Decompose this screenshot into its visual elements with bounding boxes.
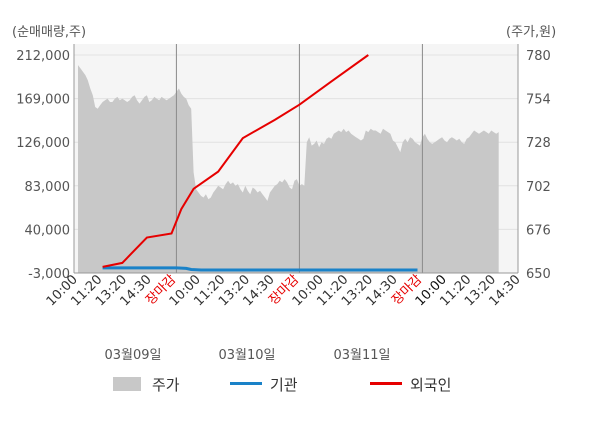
legend-swatch-foreign (370, 382, 402, 385)
left-tick-label: -3,000 (28, 267, 70, 282)
series-line-foreign (102, 54, 369, 268)
right-axis-ticks: 780 754 728 702 676 650 (526, 49, 551, 282)
legend: 주가 기관 외국인 (113, 376, 451, 394)
right-tick-label: 650 (526, 267, 551, 282)
legend-swatch-institution (230, 382, 262, 385)
legend-label-foreign: 외국인 (410, 376, 451, 394)
right-tick-label: 728 (526, 136, 551, 151)
left-tick-label: 126,000 (16, 136, 70, 151)
right-tick-label: 754 (526, 93, 551, 108)
right-tick-label: 780 (526, 49, 551, 64)
left-tick-label: 212,000 (16, 49, 70, 64)
legend-label-institution: 기관 (270, 376, 298, 394)
legend-swatch-price (113, 377, 141, 391)
x-axis-ticks: 10:0011:2013:2014:30장마감10:0011:2013:2014… (44, 272, 524, 309)
right-tick-label: 676 (526, 223, 551, 238)
legend-label-price: 주가 (152, 376, 180, 394)
left-axis-unit: (순매매량,주) (12, 25, 86, 40)
date-label: 03월11일 (333, 348, 390, 363)
series-price-area (78, 65, 499, 273)
left-tick-label: 83,000 (25, 180, 71, 195)
right-axis-unit: (주가,원) (506, 25, 556, 40)
day-dividers (73, 44, 519, 274)
left-axis-ticks: 212,000 169,000 126,000 83,000 40,000 -3,000 (16, 49, 70, 282)
date-label: 03월10일 (218, 348, 275, 363)
date-label: 03월09일 (104, 348, 161, 363)
price-area-layer (78, 65, 499, 273)
series-line-institution (102, 266, 418, 272)
left-tick-label: 169,000 (16, 93, 70, 108)
left-tick-label: 40,000 (25, 223, 71, 238)
right-tick-label: 702 (526, 180, 551, 195)
date-labels: 03월09일 03월10일 03월11일 (104, 348, 390, 363)
series-lines (102, 54, 418, 272)
